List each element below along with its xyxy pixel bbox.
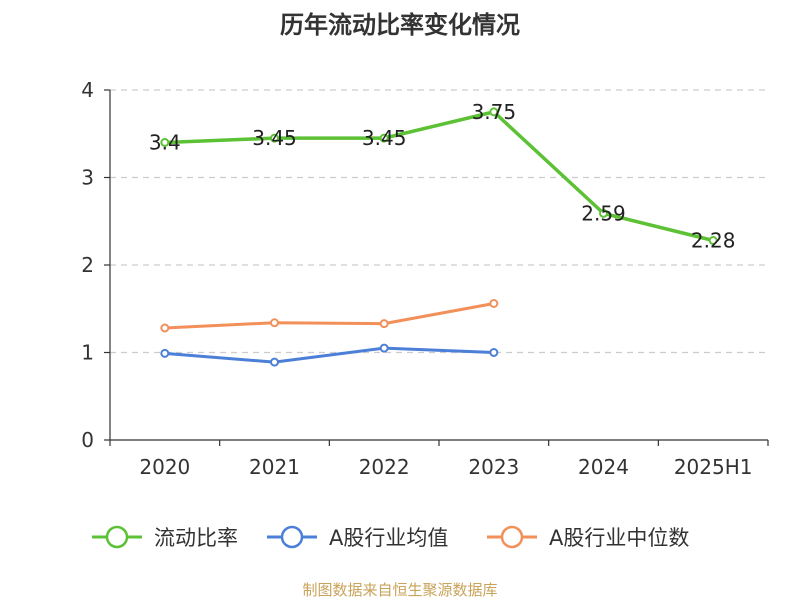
series-line: [164, 346, 494, 364]
data-point: [489, 348, 499, 357]
legend-item[interactable]: A股行业均值: [267, 525, 448, 550]
data-label: 3.45: [362, 126, 407, 150]
chart-title: 历年流动比率变化情况: [280, 11, 520, 39]
series-line: [164, 302, 495, 330]
legend-label: A股行业均值: [329, 526, 448, 550]
x-tick-label: 2024: [578, 455, 629, 479]
data-label: 3.4: [149, 131, 181, 155]
legend-item[interactable]: A股行业中位数: [487, 525, 689, 550]
legend-marker: [105, 525, 129, 549]
x-tick-label: 2021: [249, 455, 300, 479]
y-tick-label: 3: [81, 166, 94, 190]
x-tick-label: 2023: [468, 455, 519, 479]
data-point: [379, 343, 389, 353]
x-tick-label: 2020: [139, 455, 190, 479]
y-tick-label: 1: [81, 341, 94, 365]
y-tick-label: 4: [81, 78, 94, 102]
data-point: [270, 357, 279, 367]
data-point: [160, 138, 170, 147]
legend-item[interactable]: 流动比率: [92, 525, 238, 550]
legend[interactable]: 流动比率 A股行业均值 A股行业中位数: [92, 525, 689, 550]
series-group: [160, 107, 718, 367]
data-point: [160, 348, 170, 358]
source-note: 制图数据来自恒生聚源数据库: [302, 581, 497, 599]
legend-marker: [280, 525, 304, 549]
data-label: 3.45: [252, 126, 297, 150]
data-label: 2.28: [691, 229, 736, 253]
data-point: [270, 133, 279, 143]
data-point: [708, 236, 718, 245]
y-tick-label: 0: [81, 428, 94, 452]
data-point: [489, 107, 499, 117]
legend-label: A股行业中位数: [549, 526, 689, 550]
axes: 0 1 2 3 4 2020 2021 2022 2023 2024 2025H1: [81, 78, 769, 479]
x-tick-label: 2022: [359, 455, 410, 479]
y-tick-label: 2: [81, 253, 94, 277]
data-point: [270, 318, 279, 328]
data-point: [160, 323, 170, 333]
data-point: [489, 299, 499, 308]
legend-marker: [500, 525, 524, 549]
data-point: [379, 133, 389, 143]
x-tick-label: 2025H1: [674, 455, 753, 479]
data-label: 3.75: [472, 100, 517, 124]
data-point: [379, 319, 389, 329]
series-line: [164, 110, 714, 243]
data-labels: 3.4 3.45 3.45 3.75 2.59 2.28: [149, 100, 736, 253]
data-label: 2.59: [581, 201, 626, 225]
legend-label: 流动比率: [154, 526, 238, 550]
data-point: [599, 208, 608, 218]
